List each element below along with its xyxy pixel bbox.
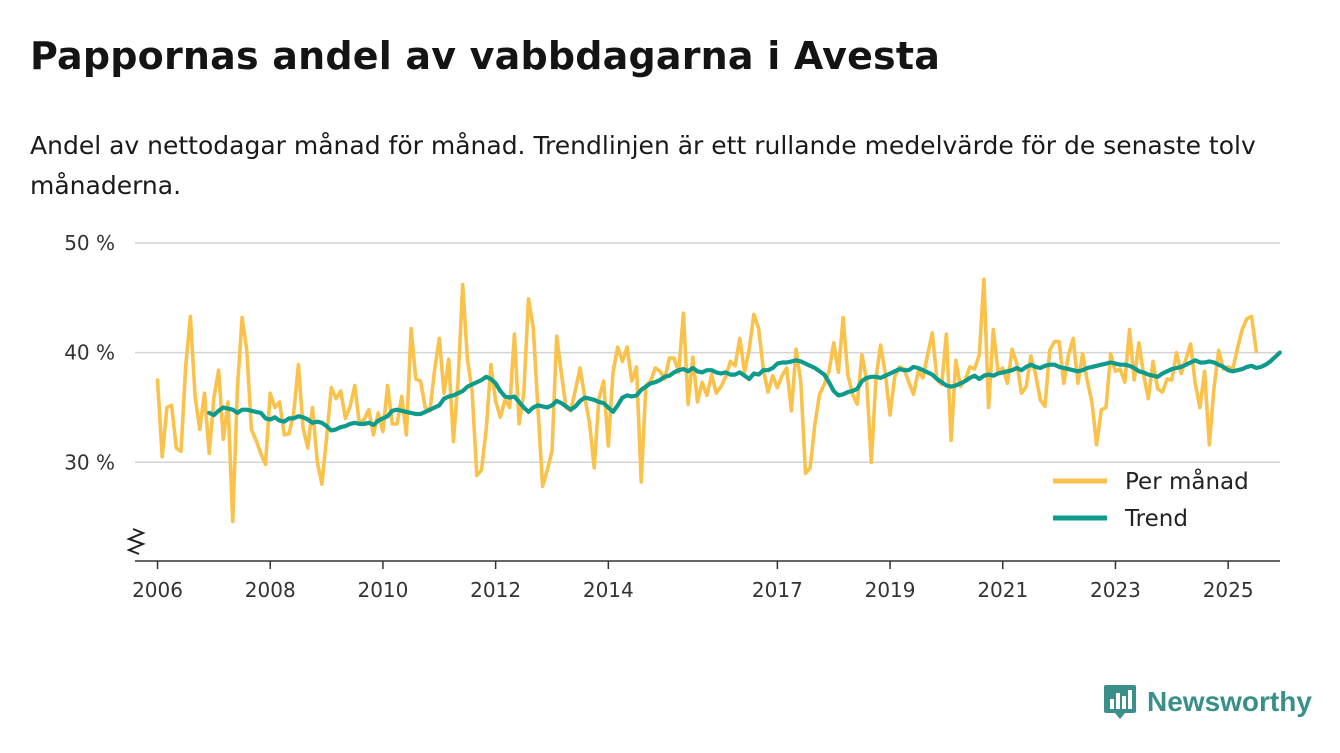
chart-title: Pappornas andel av vabbdagarna i Avesta [30,34,941,78]
x-tick-label-2025: 2025 [1203,578,1254,602]
x-tick-label-2021: 2021 [977,578,1028,602]
x-tick-label-2019: 2019 [865,578,916,602]
x-tick-label-2008: 2008 [245,578,296,602]
series [155,277,1282,524]
x-tick-label-2014: 2014 [583,578,634,602]
x-tick-label-2010: 2010 [357,578,408,602]
legend-label-per-manad: Per månad [1125,467,1249,495]
series-line-per-manad [155,277,1259,524]
x-tick-label-2017: 2017 [752,578,803,602]
y-axis-break-icon [126,528,146,555]
gridlines [135,242,1280,464]
y-tick-label-30: 30 % [64,450,115,474]
newsworthy-logo-text: Newsworthy [1147,686,1312,717]
series-line-trend [207,350,1282,433]
newsworthy-logo: Newsworthy [1103,683,1312,721]
newsworthy-logo-icon [1104,685,1136,719]
y-tick-label-50: 50 % [64,231,115,255]
x-tick-label-2023: 2023 [1090,578,1141,602]
chart-subtitle: Andel av nettodagar månad för månad. Tre… [30,131,1256,200]
legend-label-trend: Trend [1124,506,1188,532]
y-tick-label-40: 40 % [64,341,115,365]
x-tick-label-2012: 2012 [470,578,521,602]
x-tick-label-2006: 2006 [132,578,183,602]
legend: Per månad Trend [1053,467,1249,532]
axis-ticks: 30 % 40 % 50 % 2006 2008 2010 2012 2014 2017 2019… [64,231,1253,602]
